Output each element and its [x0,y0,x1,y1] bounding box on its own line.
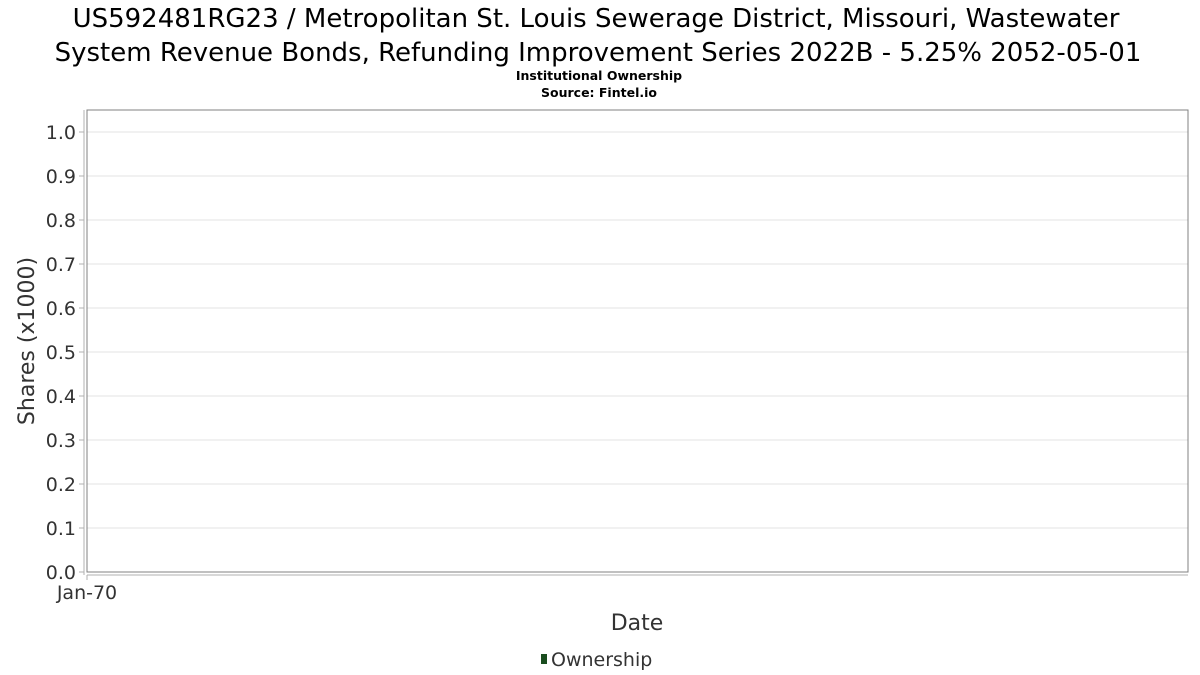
x-tick-label: Jan-70 [56,582,117,604]
chart-title-line-1: US592481RG23 / Metropolitan St. Louis Se… [73,4,1120,34]
y-axis-label: Shares (x1000) [15,257,40,425]
chart-subtitle-line-1: Institutional Ownership [516,68,682,83]
legend-swatch-ownership [541,654,547,664]
chart-title-line-2: System Revenue Bonds, Refunding Improvem… [55,38,1142,68]
x-axis-ticks: Jan-70 [56,575,117,604]
y-tick-label: 0.9 [46,166,76,188]
x-axis-label: Date [611,611,664,636]
y-tick-label: 0.8 [46,210,76,232]
y-tick-label: 0.2 [46,474,76,496]
y-tick-label: 0.4 [46,386,76,408]
plot-area [86,109,1189,573]
y-tick-label: 0.3 [46,430,76,452]
legend-label-ownership: Ownership [551,649,652,671]
y-tick-label: 0.1 [46,518,76,540]
y-tick-label: 0.7 [46,254,76,276]
y-tick-label: 0.6 [46,298,76,320]
chart-subtitle-line-2: Source: Fintel.io [541,85,657,100]
y-tick-label: 0.5 [46,342,76,364]
legend: Ownership [541,649,652,671]
y-axis-ticks: 0.0 0.1 0.2 0.3 0.4 0.5 0.6 0.7 0.8 0.9 1.0 [46,122,84,584]
grid-lines [87,131,1188,529]
y-tick-label: 0.0 [46,562,76,584]
y-tick-label: 1.0 [46,122,76,144]
